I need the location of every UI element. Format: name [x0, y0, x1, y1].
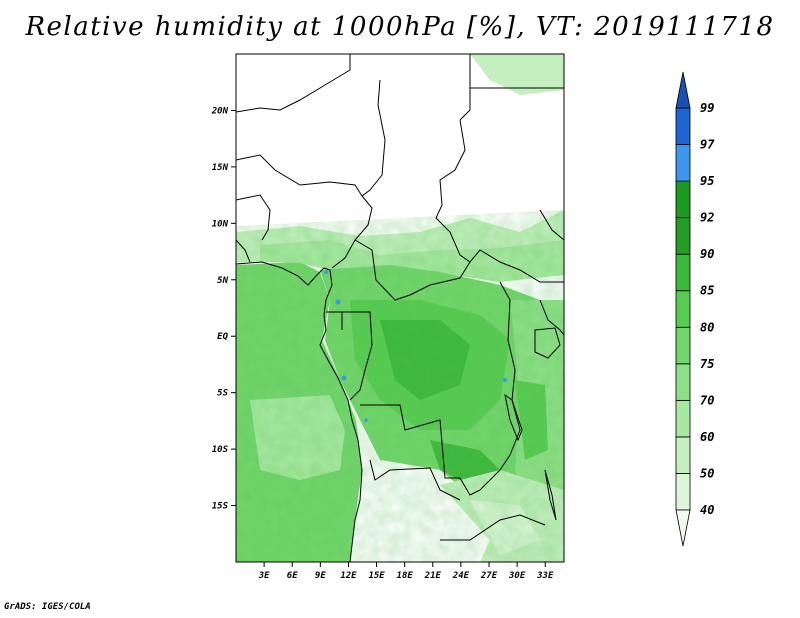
- legend-swatch: [675, 253, 691, 292]
- lon-label: 15E: [368, 571, 385, 581]
- humidity-field: [236, 54, 564, 562]
- plot-frame: [235, 53, 565, 563]
- field-grain: [236, 210, 564, 562]
- lon-label: 27E: [480, 571, 498, 581]
- legend-swatch: [675, 217, 691, 255]
- lat-label: EQ: [217, 332, 228, 342]
- border-ethiopia: [539, 209, 564, 241]
- legend-label: 40: [700, 503, 714, 517]
- longitude-axis: 3E 6E 9E 12E 15E 18E 21E 24E 27E 30E 33E: [258, 562, 554, 581]
- legend-label: 85: [700, 284, 714, 298]
- border-chad-libya: [361, 79, 386, 197]
- lat-label: 15S: [212, 502, 229, 512]
- border-drc-east: [499, 281, 521, 456]
- lat-label: 20N: [211, 106, 229, 116]
- legend-swatch: [675, 107, 691, 145]
- lon-label: 9E: [315, 571, 326, 581]
- border-niger-nigeria: [236, 154, 363, 197]
- field-speck: [503, 378, 507, 382]
- border-sudan-chad: [435, 119, 564, 283]
- border-east: [539, 299, 564, 336]
- lon-label: 33E: [536, 571, 554, 581]
- border-gabon: [326, 311, 343, 330]
- lat-label: 15N: [212, 163, 229, 173]
- legend-swatch: [675, 290, 691, 328]
- border-west-africa-a: [236, 194, 271, 241]
- legend-swatch: [675, 144, 691, 182]
- lon-label: 24E: [452, 571, 470, 581]
- legend-label: 92: [700, 211, 714, 225]
- legend-swatch: [675, 473, 691, 511]
- field-speck: [324, 270, 328, 274]
- coastlines-borders: [236, 54, 564, 562]
- lon-label: 30E: [508, 571, 526, 581]
- legend-swatch: [675, 399, 691, 438]
- field-speck: [341, 375, 347, 381]
- lake-tanganyika: [504, 393, 523, 442]
- border-libya-egypt: [459, 54, 471, 121]
- lat-label: 5N: [217, 276, 228, 286]
- legend-swatch: [675, 180, 691, 219]
- latitude-axis: 20N 15N 10N 5N EQ 5S 10S 15S: [211, 106, 236, 512]
- credit-text: GrADS: IGES/COLA: [4, 602, 91, 612]
- legend-label: 95: [700, 174, 714, 188]
- coastline-west: [236, 261, 363, 562]
- legend-swatch: [675, 363, 691, 401]
- field-speck: [335, 299, 341, 305]
- color-legend: 40 50 60 70 75 80 85 90 92 95 97 99: [675, 71, 715, 547]
- legend-label: 60: [700, 430, 714, 444]
- border-drc-south: [360, 404, 511, 496]
- field-north-patch: [470, 54, 564, 95]
- border-angola: [369, 459, 461, 501]
- border-libya: [236, 54, 351, 113]
- legend-label: 75: [700, 357, 714, 371]
- map-title: Relative humidity at 1000hPa [%], VT: 20…: [25, 12, 775, 42]
- lake-malawi: [544, 469, 557, 521]
- field-speck: [364, 418, 368, 422]
- lat-label: 10N: [212, 219, 229, 229]
- lon-label: 12E: [340, 571, 357, 581]
- legend-swatch: [675, 326, 691, 365]
- legend-under-triangle: [675, 509, 691, 547]
- lon-label: 3E: [258, 571, 270, 581]
- border-west-africa-b: [236, 239, 251, 263]
- border-cameroon-car: [354, 239, 471, 301]
- legend-swatch: [675, 436, 691, 474]
- lat-label: 5S: [217, 389, 228, 399]
- lon-label: 21E: [424, 571, 442, 581]
- lat-label: 10S: [212, 445, 229, 455]
- border-zambia-south: [440, 514, 546, 541]
- lon-label: 6E: [287, 571, 298, 581]
- legend-label: 99: [700, 101, 714, 115]
- legend-label: 90: [700, 247, 714, 261]
- border-congo: [342, 311, 373, 401]
- lon-label: 18E: [397, 571, 414, 581]
- legend-over-triangle: [675, 71, 691, 109]
- lake-victoria: [534, 327, 561, 359]
- legend-label: 70: [700, 393, 714, 407]
- legend-label: 80: [700, 320, 714, 334]
- legend-label: 97: [700, 138, 715, 152]
- legend-label: 50: [700, 466, 714, 480]
- border-nigeria-cameroon: [331, 195, 373, 269]
